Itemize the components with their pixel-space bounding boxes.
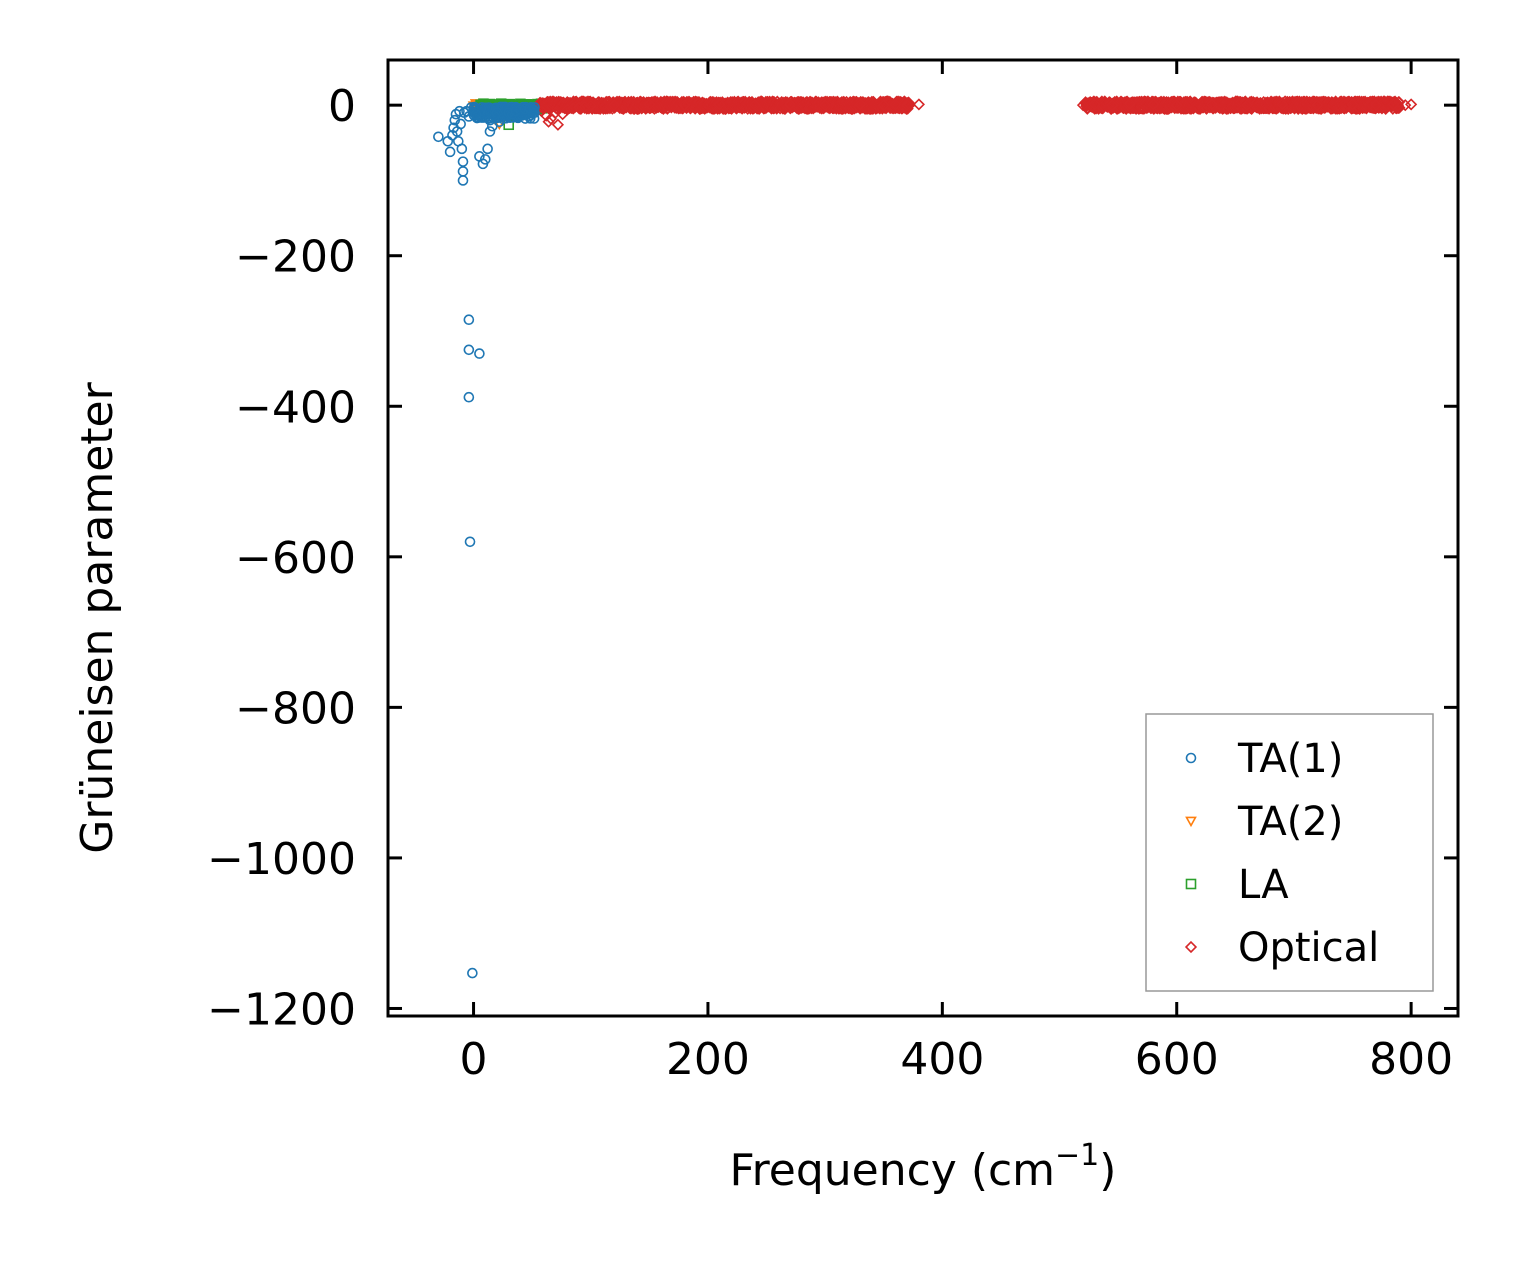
data-point (501, 110, 512, 122)
data-point (901, 99, 914, 112)
data-point (608, 99, 621, 112)
data-point (456, 143, 468, 155)
data-point (748, 99, 761, 112)
data-point (584, 99, 597, 112)
y-tick-label: −1200 (207, 984, 356, 1035)
data-point (1088, 98, 1101, 111)
legend-label: LA (1238, 862, 1289, 908)
data-point (1123, 97, 1136, 110)
legend: TA(1) TA(2) LA Optical (1145, 713, 1434, 992)
data-point (457, 175, 469, 186)
data-point (467, 967, 478, 979)
data-point (1387, 98, 1400, 111)
data-point (549, 106, 562, 119)
data-point (1276, 98, 1289, 111)
legend-marker (1185, 878, 1197, 890)
data-point (1147, 98, 1160, 111)
data-point (783, 98, 797, 111)
data-point (463, 344, 475, 356)
x-tick-label: 0 (460, 1034, 488, 1085)
series-ta1 (433, 101, 540, 979)
data-point (470, 108, 482, 120)
legend-marker (1185, 752, 1197, 764)
data-point (455, 118, 466, 130)
x-tick-label: 600 (1135, 1034, 1219, 1085)
data-point (643, 98, 656, 111)
y-tick-label: −1000 (207, 834, 356, 885)
data-point (819, 99, 832, 112)
data-point (903, 98, 916, 111)
data-point (1170, 99, 1183, 112)
data-point (567, 102, 580, 115)
y-tick-label: 0 (328, 81, 356, 132)
axis-ticks (388, 60, 1458, 1016)
data-point (463, 391, 475, 403)
legend-item: Optical (1184, 925, 1379, 971)
data-point (912, 98, 925, 111)
data-point (1405, 98, 1418, 111)
data-point (551, 118, 565, 131)
data-point (1076, 99, 1090, 112)
data-point (463, 314, 475, 326)
legend-label: TA(1) (1237, 736, 1343, 782)
x-axis-title-superscript: −1 (1055, 1138, 1099, 1173)
data-point (877, 99, 890, 112)
data-point (542, 115, 555, 128)
y-axis-title: Grüneisen parameter (72, 381, 123, 853)
x-axis-title: Frequency (cm−1) (730, 1138, 1117, 1196)
legend-item: TA(1) (1185, 736, 1343, 782)
data-point (474, 348, 485, 359)
x-axis-title-main: Frequency (cm (730, 1145, 1056, 1196)
data-point (1346, 98, 1359, 111)
data-point (889, 98, 902, 111)
legend-item: TA(2) (1185, 799, 1343, 845)
legend-label: TA(2) (1237, 799, 1343, 845)
data-point (433, 131, 444, 143)
data-point (510, 105, 522, 117)
data-point (713, 98, 726, 111)
y-tick-label: −600 (235, 533, 356, 584)
y-tick-label: −200 (235, 232, 356, 283)
y-tick-label: −400 (235, 382, 356, 433)
data-point (1106, 99, 1119, 112)
data-point (482, 143, 493, 155)
data-point (1399, 99, 1412, 112)
data-point (524, 102, 536, 114)
data-point (468, 103, 479, 115)
data-point (1311, 99, 1324, 112)
x-axis-title-suffix: ) (1099, 1145, 1116, 1196)
x-tick-label: 200 (666, 1034, 750, 1085)
x-tick-label: 400 (900, 1034, 984, 1085)
data-point (484, 126, 496, 137)
y-tick-label: −800 (235, 683, 356, 734)
legend-marker (1185, 816, 1197, 828)
axis-tick-labels: 0 200 400 600 800 0 −200 −400 −600 −800 −1000 −1200 (207, 81, 1453, 1085)
data-point (561, 103, 574, 116)
data-point (678, 99, 691, 112)
legend-label: Optical (1238, 925, 1379, 971)
data-point (578, 100, 591, 113)
data-marks (433, 95, 1418, 979)
data-point (529, 102, 540, 113)
data-point (1369, 99, 1383, 112)
plot-frame (386, 58, 1460, 1018)
data-point (1205, 98, 1218, 111)
data-point (1393, 96, 1406, 109)
data-point (528, 113, 540, 124)
data-point (854, 98, 867, 111)
data-point (1240, 99, 1254, 112)
data-point (454, 105, 465, 117)
data-point (572, 101, 586, 114)
data-point (464, 536, 476, 548)
data-point (444, 146, 456, 158)
legend-item: LA (1185, 862, 1289, 908)
data-point (479, 154, 491, 165)
x-tick-label: 800 (1369, 1034, 1453, 1085)
legend-marker (1184, 940, 1198, 954)
